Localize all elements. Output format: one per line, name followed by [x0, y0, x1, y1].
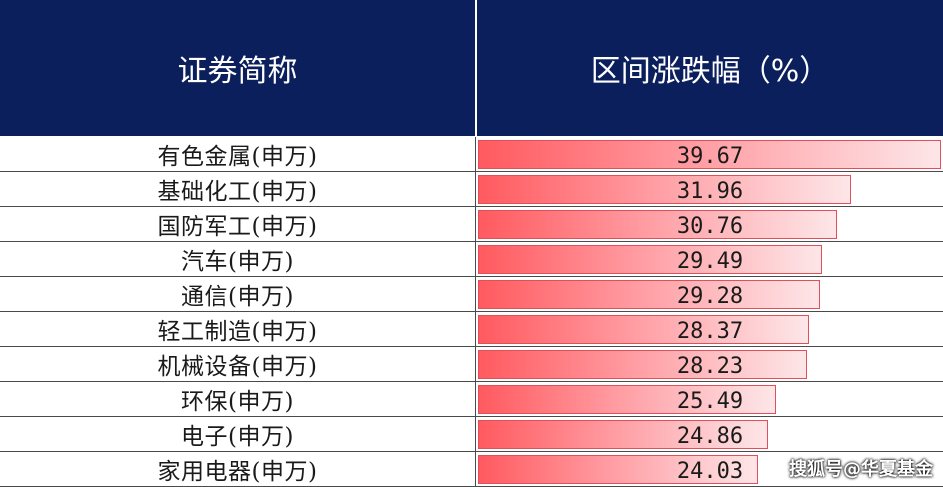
column-divider	[475, 242, 476, 276]
column-divider	[475, 347, 476, 381]
column-divider	[475, 172, 476, 206]
data-bar	[478, 245, 822, 274]
data-bar	[478, 385, 776, 414]
row-change-value: 29.28	[676, 283, 744, 309]
data-bar	[478, 455, 758, 484]
row-security-name: 家用电器(申万)	[157, 459, 318, 485]
row-change-value: 29.49	[676, 248, 744, 274]
row-change-value: 24.86	[676, 423, 744, 449]
data-bar	[478, 280, 820, 309]
table-row: 国防军工(申万) 30.76	[0, 207, 943, 242]
table-row: 通信(申万) 29.28	[0, 277, 943, 312]
data-bar	[478, 350, 807, 379]
column-divider	[475, 277, 476, 311]
column-divider	[475, 207, 476, 241]
data-bar	[478, 175, 851, 204]
row-security-name: 环保(申万)	[181, 389, 294, 415]
row-change-value: 28.23	[676, 353, 744, 379]
row-security-name: 机械设备(申万)	[157, 354, 318, 380]
row-security-name: 轻工制造(申万)	[157, 319, 318, 345]
row-security-name: 有色金属(申万)	[157, 144, 318, 170]
header-change-pct: 区间涨跌幅（%）	[477, 0, 943, 136]
column-divider	[475, 417, 476, 451]
data-bar	[478, 210, 837, 239]
table-row: 电子(申万) 24.86	[0, 417, 943, 452]
table-row: 基础化工(申万) 31.96	[0, 172, 943, 207]
column-divider	[475, 312, 476, 346]
row-change-value: 25.49	[676, 388, 744, 414]
data-bar	[478, 315, 809, 344]
header-security-name: 证券简称	[0, 0, 475, 136]
table-row: 轻工制造(申万) 28.37	[0, 312, 943, 347]
watermark: 搜狐号@华夏基金	[789, 459, 933, 480]
row-security-name: 国防军工(申万)	[157, 214, 318, 240]
header-divider	[475, 0, 477, 136]
table-row: 汽车(申万) 29.49	[0, 242, 943, 277]
row-security-name: 通信(申万)	[181, 284, 294, 310]
data-bar	[478, 420, 768, 449]
row-security-name: 汽车(申万)	[181, 249, 294, 275]
table-row: 家用电器(申万) 24.03	[0, 452, 943, 487]
column-divider	[475, 382, 476, 416]
table-row: 环保(申万) 25.49	[0, 382, 943, 417]
table-row: 机械设备(申万) 28.23	[0, 347, 943, 382]
column-divider	[475, 452, 476, 486]
row-change-value: 28.37	[676, 318, 744, 344]
row-change-value: 24.03	[676, 458, 744, 484]
row-security-name: 电子(申万)	[181, 424, 294, 450]
row-change-value: 30.76	[676, 213, 744, 239]
row-security-name: 基础化工(申万)	[157, 179, 318, 205]
row-change-value: 39.67	[676, 143, 744, 169]
data-bar	[478, 140, 941, 169]
table-row: 有色金属(申万) 39.67	[0, 137, 943, 172]
row-change-value: 31.96	[676, 178, 744, 204]
column-divider	[475, 137, 476, 171]
